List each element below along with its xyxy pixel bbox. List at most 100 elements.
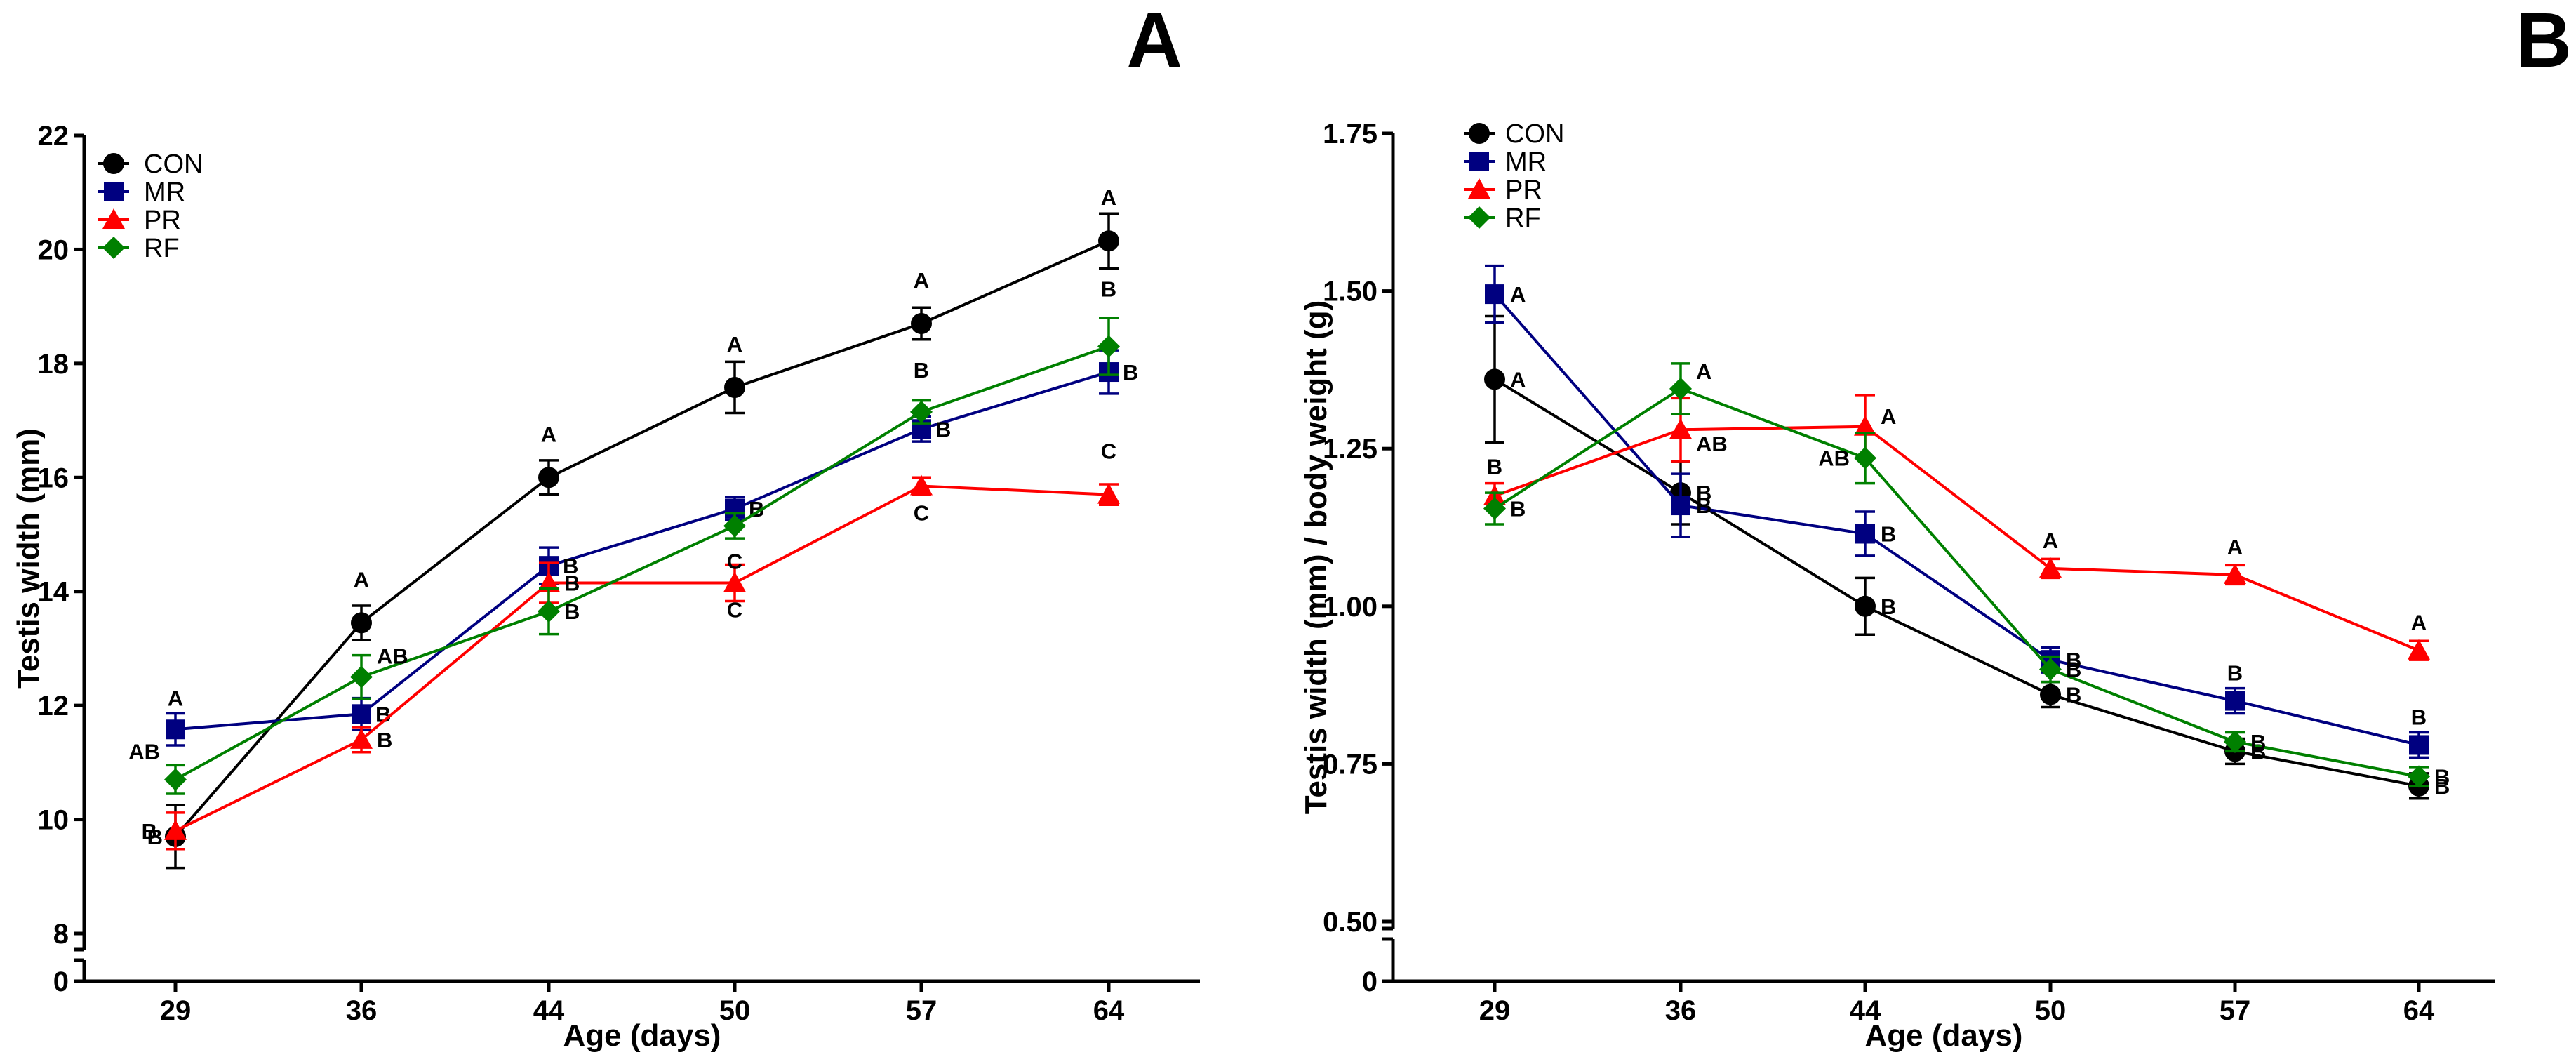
- series-b-con: [1484, 314, 2429, 800]
- y-tick-label-a-10: 10: [38, 805, 69, 836]
- x-tick-label-a-36: 36: [346, 995, 378, 1026]
- marker-a-pr-57: [910, 474, 933, 496]
- marker-a-pr-29: [164, 819, 187, 840]
- sig-letter-a-con-50: A: [727, 332, 742, 357]
- marker-a-rf-44: [538, 600, 560, 623]
- sig-letter-a-rf-50: C: [727, 549, 742, 573]
- panel-a: A 0 8 10 12 14 16 18 20 22 29 36 44 50 57 64 Age (days) T…: [11, 0, 1200, 1053]
- legend-label-a-rf: RF: [144, 234, 180, 263]
- sig-letter-a-mr-36: B: [375, 702, 391, 726]
- marker-b-rf-29: [1483, 497, 1506, 520]
- sig-letter-b-pr-57: A: [2227, 535, 2243, 559]
- marker-b-rf-44: [1854, 446, 1876, 470]
- sig-letter-b-pr-44: A: [1881, 404, 1896, 429]
- marker-a-pr-64: [1097, 483, 1120, 504]
- marker-b-mr-57: [2225, 691, 2245, 711]
- y-tick-label-b-1.50: 1.50: [1323, 277, 1377, 307]
- legend-label-b-rf: RF: [1505, 204, 1541, 233]
- x-tick-label-a-44: 44: [533, 995, 565, 1026]
- x-tick-label-a-50: 50: [719, 995, 751, 1026]
- x-tick-label-b-36: 36: [1665, 995, 1697, 1026]
- marker-a-mr-36: [352, 704, 371, 724]
- x-tick-label-b-29: 29: [1479, 995, 1511, 1026]
- marker-a-rf-50: [723, 514, 746, 538]
- sig-letter-a-con-44: A: [541, 422, 556, 446]
- sig-letter-b-mr-50: B: [2066, 648, 2081, 672]
- x-tick-label-b-44: 44: [1850, 995, 1881, 1026]
- series-line-a-con: [174, 239, 1109, 838]
- sig-letter-b-rf-29: B: [1510, 497, 1526, 521]
- series-line-b-con: [1493, 378, 2420, 787]
- sig-letter-a-pr-29: B: [142, 819, 157, 844]
- sig-letter-a-mr-64: B: [1123, 360, 1138, 385]
- y-tick-label-a-8: 8: [53, 919, 69, 950]
- sig-letter-b-mr-64: B: [2411, 705, 2427, 729]
- series-line-a-mr: [175, 371, 1109, 731]
- y-tick-label-a-20: 20: [38, 234, 69, 265]
- marker-b-pr-50: [2039, 557, 2062, 578]
- sig-letter-a-pr-64: C: [1101, 439, 1116, 464]
- sig-letter-a-con-36: A: [354, 567, 369, 592]
- y-tick-label-a-14: 14: [38, 577, 69, 608]
- y-axis-title-a: Testis width (mm): [11, 428, 46, 689]
- sig-letter-b-pr-64: A: [2411, 611, 2427, 635]
- marker-a-pr-36: [350, 728, 373, 749]
- panel-label-a: A: [1127, 0, 1182, 84]
- series-b-mr: [1485, 264, 2429, 759]
- marker-b-pr-64: [2408, 639, 2430, 660]
- sig-letter-a-con-29: B: [147, 825, 163, 849]
- sig-letter-b-rf-57: B: [2250, 730, 2266, 754]
- marker-b-con-50: [2040, 684, 2061, 705]
- y-tick-label-b-1.00: 1.00: [1323, 592, 1377, 623]
- y-tick-label-b-0.75: 0.75: [1323, 749, 1377, 780]
- sig-letter-b-rf-36: A: [1696, 359, 1711, 384]
- legend-marker-b-pr: [1468, 178, 1490, 199]
- x-tick-label-a-29: 29: [160, 995, 192, 1026]
- y-axis-title-b: Testis width (mm) / body weight (g): [1299, 300, 1333, 815]
- series-a-rf: [164, 317, 1120, 795]
- marker-a-rf-64: [1097, 335, 1120, 358]
- sig-letter-a-rf-29: AB: [128, 740, 160, 764]
- sig-letter-b-con-64: B: [2434, 774, 2450, 799]
- y-tick-label-a-22: 22: [38, 121, 69, 152]
- y-tick-label-b-0.50: 0.50: [1323, 907, 1377, 938]
- y-tick-label-b-0: 0: [1362, 966, 1377, 997]
- marker-b-con-44: [1855, 595, 1876, 617]
- legend-marker-b-mr: [1469, 152, 1489, 171]
- series-b-rf: [1483, 362, 2430, 788]
- x-tick-label-b-57: 57: [2220, 995, 2251, 1026]
- sig-letter-b-con-50: B: [2066, 683, 2081, 707]
- series-a-mr: [166, 349, 1119, 747]
- y-tick-label-b-1.75: 1.75: [1323, 119, 1377, 149]
- marker-b-pr-44: [1854, 415, 1876, 436]
- sig-letter-a-pr-36: B: [377, 728, 392, 752]
- legend-marker-a-con: [103, 153, 124, 174]
- marker-a-rf-57: [910, 400, 933, 423]
- series-a-pr: [164, 474, 1120, 851]
- sig-letter-a-rf-44: B: [564, 599, 580, 624]
- marker-a-rf-29: [164, 768, 187, 791]
- sig-letter-b-pr-29: B: [1487, 455, 1502, 479]
- sig-letter-b-pr-50: A: [2043, 528, 2058, 553]
- marker-a-con-64: [1098, 230, 1119, 252]
- legend-marker-a-rf: [102, 237, 125, 259]
- marker-a-con-44: [538, 467, 559, 488]
- sig-letter-b-mr-36: B: [1696, 493, 1711, 518]
- legend-label-b-pr: PR: [1505, 175, 1542, 205]
- sig-letter-b-mr-44: B: [1881, 521, 1896, 546]
- sig-letter-a-rf-64: B: [1101, 277, 1116, 301]
- y-tick-label-a-0: 0: [53, 966, 69, 997]
- marker-a-pr-44: [538, 571, 560, 592]
- legend-marker-a-mr: [104, 182, 124, 201]
- panel-label-b: B: [2516, 0, 2572, 84]
- x-tick-label-b-64: 64: [2403, 995, 2435, 1026]
- sig-letter-b-mr-29: A: [1510, 282, 1526, 307]
- y-tick-label-a-18: 18: [38, 349, 69, 380]
- sig-letter-a-mr-44: B: [563, 554, 578, 578]
- sig-letter-a-mr-57: B: [935, 417, 951, 441]
- marker-b-rf-64: [2408, 765, 2430, 788]
- legend-label-a-con: CON: [144, 149, 203, 179]
- legend-marker-b-rf: [1468, 206, 1490, 229]
- marker-b-pr-36: [1669, 418, 1692, 439]
